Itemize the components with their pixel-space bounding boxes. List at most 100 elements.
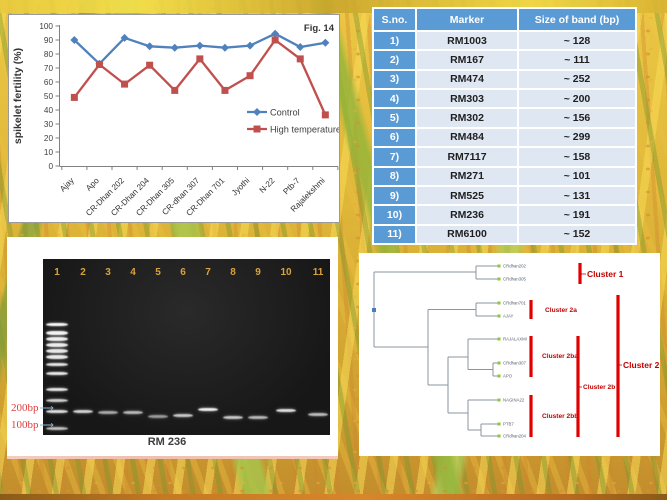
serial-cell: 6): [374, 128, 415, 147]
svg-text:60: 60: [44, 78, 54, 87]
svg-text:CRdhan701: CRdhan701: [503, 301, 527, 306]
ladder-band: [46, 337, 68, 341]
svg-text:APO: APO: [503, 374, 513, 379]
table-row: 5) RM302 ~ 156: [374, 109, 635, 127]
gel-lane-number: 11: [312, 267, 324, 278]
band-size-cell: ~ 101: [519, 167, 635, 185]
column-header: Size of band (bp): [519, 9, 635, 30]
svg-text:30: 30: [44, 120, 54, 129]
sample-band: [148, 415, 168, 418]
gel-lane-number: 6: [180, 267, 186, 278]
svg-text:Control: Control: [270, 107, 300, 117]
arrow-icon: ⟶: [39, 419, 54, 431]
gel-lane-number: 1: [54, 267, 60, 278]
marker-cell: RM525: [417, 186, 517, 205]
svg-text:RAJALAXMI: RAJALAXMI: [503, 337, 527, 342]
band-size-cell: ~ 191: [519, 206, 635, 224]
marker-band-table-panel: S.no. Marker Size of band (bp) 1) RM1003 ~ 12…: [372, 7, 637, 245]
marker-cell: RM303: [417, 90, 517, 108]
sample-band: [173, 414, 193, 417]
svg-text:Cluster 2bb: Cluster 2bb: [542, 413, 578, 420]
band-size-text: 100bp: [11, 419, 39, 431]
band-size-label: 100bp ⟶: [11, 419, 54, 431]
svg-text:NAGINA22: NAGINA22: [503, 398, 525, 403]
gel-lane-number: 2: [80, 267, 86, 278]
marker-table: S.no. Marker Size of band (bp) 1) RM1003 ~ 12…: [372, 7, 637, 245]
marker-cell: RM1003: [417, 32, 517, 50]
gel-lane-number: 3: [105, 267, 111, 278]
marker-cell: RM302: [417, 109, 517, 127]
table-header-row: S.no. Marker Size of band (bp): [374, 9, 635, 30]
gel-lane-number: 8: [230, 267, 236, 278]
band-size-label: 200bp ⟶: [11, 402, 54, 414]
gel-lane-number: 5: [155, 267, 161, 278]
ladder-band: [46, 331, 68, 335]
serial-cell: 3): [374, 70, 415, 89]
marker-cell: RM6100: [417, 225, 517, 243]
gel-caption: RM 236: [147, 436, 187, 448]
band-size-cell: ~ 131: [519, 186, 635, 205]
ladder-band: [46, 349, 68, 353]
marker-cell: RM484: [417, 128, 517, 147]
marker-cell: RM271: [417, 167, 517, 185]
band-size-cell: ~ 156: [519, 109, 635, 127]
table-row: 10) RM236 ~ 191: [374, 206, 635, 224]
serial-cell: 4): [374, 90, 415, 108]
svg-text:Ajay: Ajay: [58, 175, 76, 193]
cluster-dendrogram: CRdhan202 CRdhan305 CRdhan701 AJAY RAJALAXMI…: [372, 263, 660, 439]
table-row: 9) RM525 ~ 131: [374, 186, 635, 205]
table-row: 1) RM1003 ~ 128: [374, 32, 635, 50]
dendrogram-panel: CRdhan202 CRdhan305 CRdhan701 AJAY RAJALAXMI…: [359, 253, 660, 456]
svg-text:100: 100: [39, 22, 53, 31]
band-size-cell: ~ 299: [519, 128, 635, 147]
sample-band: [248, 416, 268, 419]
serial-cell: 7): [374, 148, 415, 166]
band-size-text: 200bp: [11, 402, 39, 414]
serial-cell: 10): [374, 206, 415, 224]
table-row: 2) RM167 ~ 111: [374, 51, 635, 69]
svg-text:PTB7: PTB7: [503, 422, 514, 427]
gel-lane-number: 9: [255, 267, 261, 278]
svg-text:CRdhan307: CRdhan307: [503, 361, 527, 366]
svg-text:80: 80: [44, 50, 54, 59]
gel-lane-number: 10: [280, 267, 292, 278]
svg-text:Apo: Apo: [84, 176, 101, 193]
ladder-band: [46, 355, 68, 359]
band-size-cell: ~ 252: [519, 70, 635, 89]
svg-text:0: 0: [48, 162, 53, 171]
ladder-band: [46, 410, 68, 413]
sample-band: [198, 408, 218, 411]
serial-cell: 2): [374, 51, 415, 69]
svg-text:CRdhan204: CRdhan204: [503, 434, 527, 439]
svg-text:70: 70: [44, 64, 54, 73]
gel-lane-number: 7: [205, 267, 211, 278]
svg-text:40: 40: [44, 106, 54, 115]
gel-image: 1 2 3 4 5 6 7 8 9 10 11: [43, 259, 330, 435]
table-row: 4) RM303 ~ 200: [374, 90, 635, 108]
svg-text:50: 50: [44, 92, 54, 101]
column-header: S.no.: [374, 9, 415, 30]
band-size-cell: ~ 128: [519, 32, 635, 50]
ladder-band: [46, 343, 68, 347]
table-row: 11) RM6100 ~ 152: [374, 225, 635, 243]
svg-text:AJAY: AJAY: [503, 314, 514, 319]
svg-text:10: 10: [44, 148, 54, 157]
gel-electrophoresis-panel: 1 2 3 4 5 6 7 8 9 10 11 RM 236 200bp ⟶ 100bp ⟶: [7, 237, 338, 459]
marker-cell: RM236: [417, 206, 517, 224]
svg-text:N-22: N-22: [258, 176, 277, 195]
serial-cell: 9): [374, 186, 415, 205]
svg-text:Ptb-7: Ptb-7: [281, 176, 302, 197]
ladder-band: [46, 388, 68, 391]
marker-cell: RM7117: [417, 148, 517, 166]
table-row: 8) RM271 ~ 101: [374, 167, 635, 185]
band-size-cell: ~ 152: [519, 225, 635, 243]
svg-text:Cluster 2b: Cluster 2b: [583, 384, 615, 391]
svg-text:spikelet fertility (%): spikelet fertility (%): [12, 48, 24, 144]
ladder-band: [46, 427, 68, 430]
table-row: 6) RM484 ~ 299: [374, 128, 635, 147]
band-size-cell: ~ 158: [519, 148, 635, 166]
ladder-band: [46, 399, 68, 402]
svg-text:Cluster 1: Cluster 1: [587, 269, 624, 279]
serial-cell: 5): [374, 109, 415, 127]
